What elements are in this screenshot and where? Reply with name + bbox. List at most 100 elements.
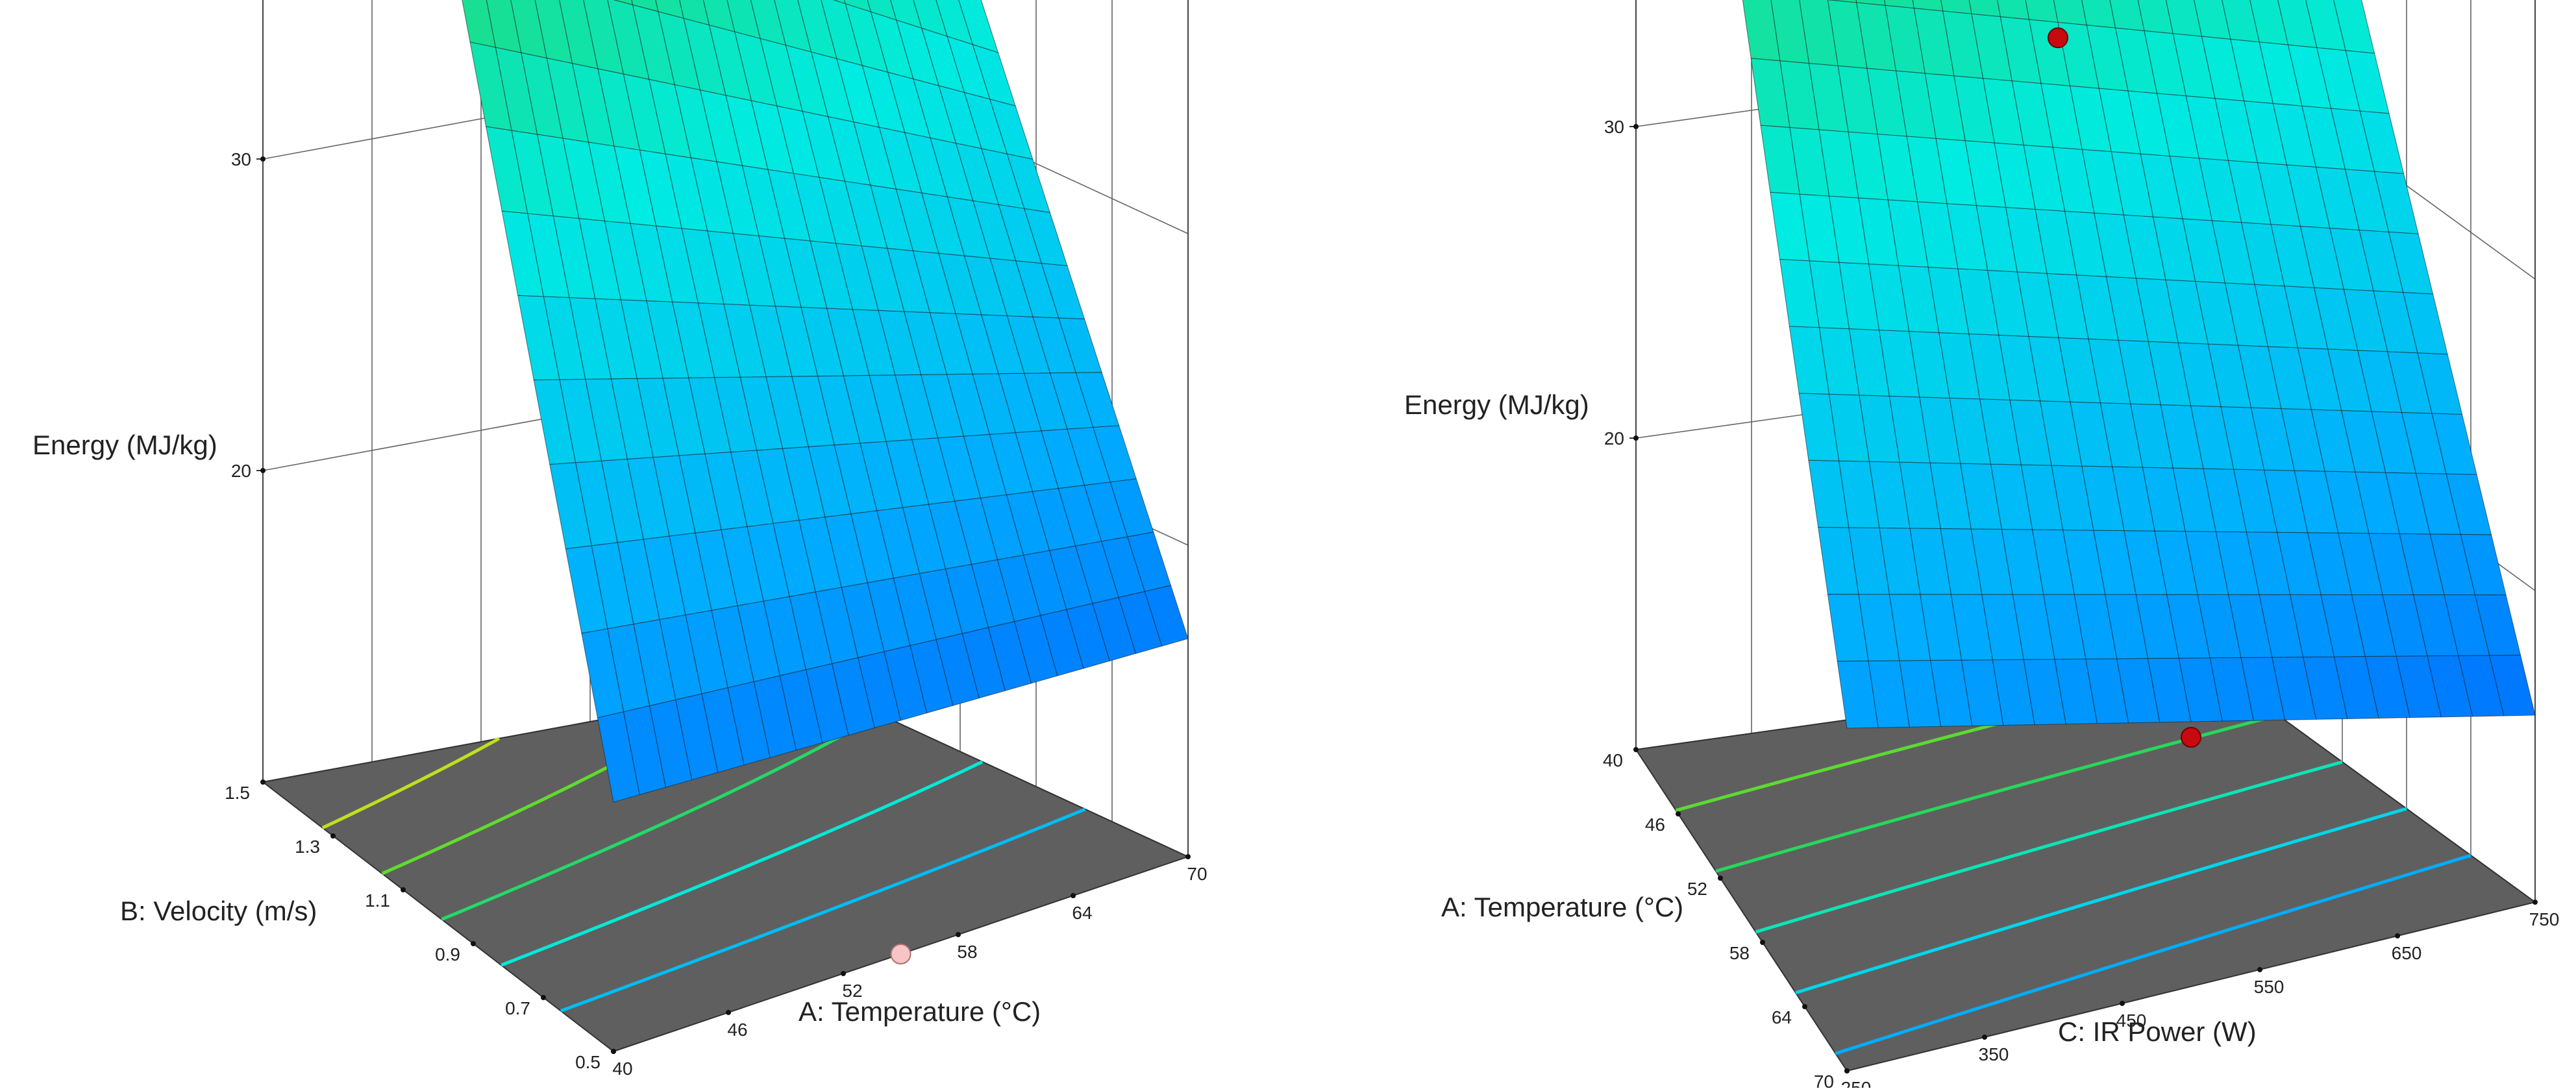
surface-cell [797, 0, 837, 60]
surface-cell [534, 0, 573, 64]
x-tick-label: 650 [2392, 943, 2422, 963]
contour-line [560, 807, 1086, 1012]
surface-cell [2277, 0, 2318, 48]
contour-line [1755, 760, 2343, 934]
y-tick-label: 64 [1772, 1007, 1792, 1027]
y-tick-dot [1633, 747, 1639, 752]
y-tick-label: 58 [1729, 943, 1750, 963]
y-tick-label: 0.9 [435, 944, 460, 964]
x-tick-label: 40 [612, 1059, 632, 1079]
surface-cell [2305, 0, 2346, 51]
surface-cell [702, 0, 736, 32]
y-tick-label: 40 [1603, 750, 1623, 770]
design-points-above [2048, 27, 2201, 748]
z-axis-title: Energy (MJ/kg) [32, 430, 217, 460]
y-tick-label: 1.5 [225, 783, 250, 803]
x-tick-label: 52 [842, 981, 862, 1001]
y-tick-dot [1802, 1004, 1807, 1009]
y-tick-dot [1844, 1068, 1850, 1073]
y-tick-dot [401, 887, 406, 892]
x-tick-dot [2533, 900, 2538, 905]
z-tick-label: 30 [231, 149, 251, 169]
surface-cell [613, 0, 634, 6]
design-point [2181, 727, 2201, 748]
x-tick-dot [726, 1010, 731, 1015]
x-tick-dot [956, 932, 961, 937]
x-tick-dot [2395, 933, 2400, 938]
surface-cell [486, 0, 522, 53]
surface-cell [631, 0, 659, 12]
y-tick-label: 46 [1645, 815, 1665, 835]
z-tick-dot [260, 156, 266, 162]
x-tick-dot [2120, 1001, 2125, 1006]
surface-cell [655, 0, 684, 19]
y-tick-dot [611, 1049, 616, 1054]
x-tick-dot [1185, 854, 1191, 859]
surface-cell [833, 0, 847, 5]
z-tick-dot [260, 468, 266, 473]
y-axis-title: A: Temperature (°C) [1441, 892, 1683, 922]
x-tick-label: 46 [727, 1020, 747, 1040]
x-tick-label: 450 [2116, 1011, 2147, 1031]
surface-cell [2081, 0, 2116, 29]
surface-cell [1770, 0, 1810, 64]
surface-cell [583, 0, 625, 75]
left-surface-plot: 20304050607080904046525864700.50.70.91.1… [32, 0, 1208, 1079]
x-tick-dot [2257, 967, 2262, 972]
surface-cell [1940, 0, 1972, 14]
y-tick-dot [541, 995, 546, 1000]
surface-cell [958, 0, 999, 53]
x-axis-title: C: IR Power (W) [2058, 1016, 2257, 1047]
surface-cell [774, 0, 812, 53]
right-surface-plot: 2030405060708090250350450550650750706458… [1404, 0, 2559, 1091]
surface-cell [726, 0, 761, 40]
surface-cell [1968, 0, 2001, 18]
contour-line [1835, 853, 2471, 1055]
surface-cell [2333, 0, 2375, 54]
surface-cell [559, 0, 599, 69]
surface-cell [867, 0, 897, 21]
y-tick-dot [330, 833, 336, 839]
x-tick-label: 550 [2254, 977, 2285, 997]
y-tick-label: 0.5 [575, 1052, 601, 1072]
x-tick-label: 350 [1979, 1044, 2009, 1064]
z-tick-dot [1633, 124, 1639, 129]
x-tick-dot [1982, 1035, 1987, 1040]
x-tick-label: 70 [1187, 864, 1207, 884]
surface-cell [1884, 0, 1915, 9]
y-tick-label: 1.3 [295, 837, 320, 857]
surface-cell [1912, 0, 1944, 12]
surface-cell [2222, 0, 2260, 43]
y-axis-title: B: Velocity (m/s) [120, 896, 317, 926]
contour-line [1795, 807, 2407, 994]
z-tick-label: 20 [1604, 428, 1624, 448]
surface-cell [2137, 0, 2174, 34]
y-tick-dot [1760, 940, 1765, 945]
surface-cell [2249, 0, 2289, 45]
y-tick-dot [1718, 876, 1723, 881]
surface-cell [890, 0, 923, 29]
contour-line [501, 760, 984, 967]
surface-cell [1742, 0, 1781, 62]
z-tick-dot [1633, 435, 1639, 441]
contour-line [321, 737, 501, 829]
y-tick-dot [260, 779, 266, 785]
x-axis-title: A: Temperature (°C) [799, 996, 1041, 1027]
surface-cell [2165, 0, 2203, 37]
surface-cell [1855, 0, 1886, 6]
y-tick-label: 1.1 [365, 890, 390, 911]
x-tick-dot [1071, 893, 1076, 898]
x-tick-label: 58 [957, 942, 977, 962]
z-tick-label: 30 [1604, 117, 1624, 137]
x-tick-label: 250 [1841, 1078, 1872, 1088]
z-tick-label: 20 [231, 461, 251, 481]
y-tick-dot [471, 941, 476, 946]
x-tick-label: 64 [1072, 903, 1092, 923]
design-point [890, 944, 911, 964]
surface-cell [844, 0, 872, 12]
x-tick-dot [841, 971, 846, 976]
surface-cell [2053, 0, 2087, 26]
y-tick-dot [1676, 811, 1681, 816]
z-axis-title: Energy (MJ/kg) [1404, 389, 1589, 420]
